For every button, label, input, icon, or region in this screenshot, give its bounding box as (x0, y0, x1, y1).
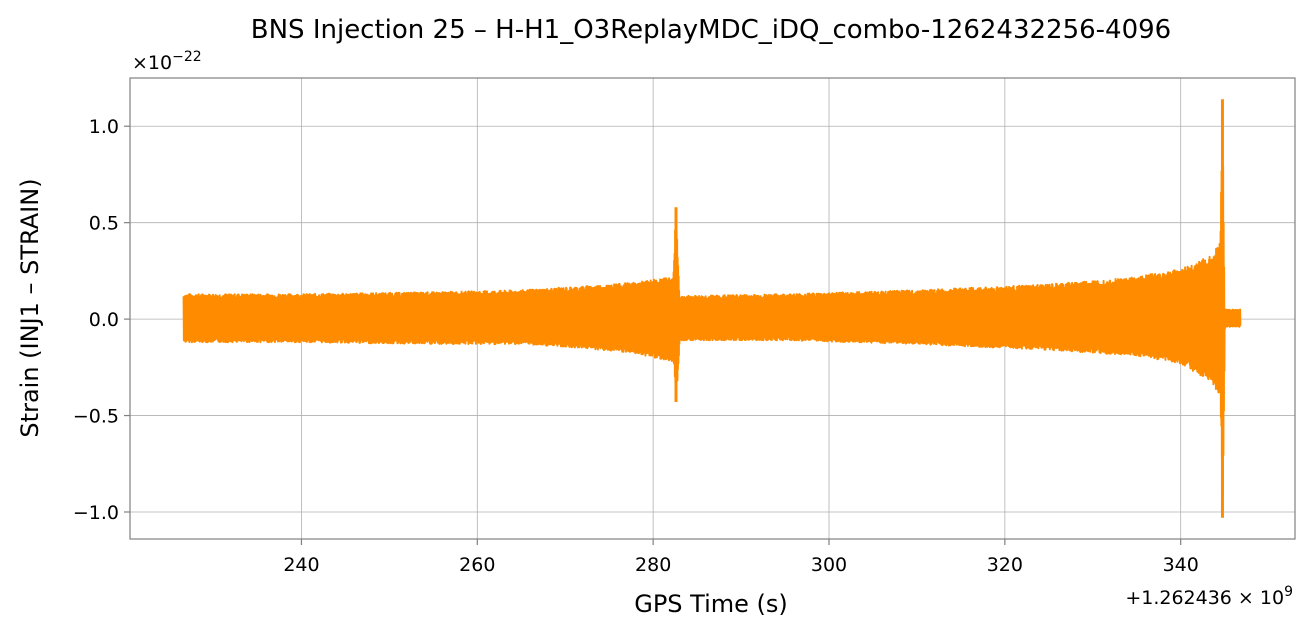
axis-ticks: 240 260 280 300 320 340 −1.0 −0.5 0.0 0.5 1.0 (73, 116, 1199, 576)
x-tick-label: 260 (459, 554, 495, 576)
x-axis-label: GPS Time (s) (634, 590, 788, 618)
x-tick-label: 280 (635, 554, 671, 576)
y-tick-label: 0.5 (89, 213, 119, 235)
x-tick-label: 320 (987, 554, 1023, 576)
x-offset-label: +1.262436 × 109 (1125, 584, 1293, 609)
x-tick-label: 340 (1163, 554, 1199, 576)
y-tick-label: 0.0 (89, 309, 119, 331)
y-tick-label: −1.0 (73, 502, 119, 524)
x-tick-label: 300 (811, 554, 847, 576)
strain-series-line (182, 139, 1242, 496)
x-tick-label: 240 (283, 554, 319, 576)
chart-title: BNS Injection 25 – H-H1_O3ReplayMDC_iDQ_… (251, 15, 1171, 45)
y-tick-label: 1.0 (89, 116, 119, 138)
y-axis-label: Strain (INJ1 – STRAIN) (16, 178, 44, 437)
y-scale-label: ×10−22 (132, 49, 202, 74)
plot-area (182, 99, 1242, 518)
y-tick-label: −0.5 (73, 406, 119, 428)
plot-frame (129, 77, 1296, 540)
